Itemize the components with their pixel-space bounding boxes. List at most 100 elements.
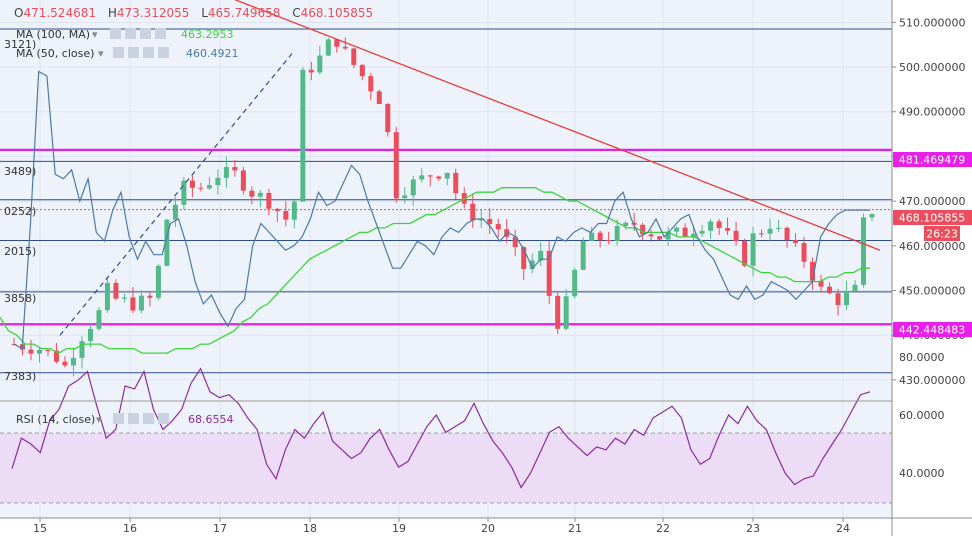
candle[interactable]	[691, 225, 697, 247]
rsi-axis[interactable]: 80.0000 60.0000 40.0000	[899, 351, 945, 480]
candle[interactable]	[223, 156, 229, 188]
plus-icon[interactable]	[143, 413, 154, 424]
candle[interactable]	[427, 174, 433, 187]
candle[interactable]	[249, 186, 255, 205]
candle[interactable]	[172, 197, 178, 227]
candle[interactable]	[699, 224, 705, 237]
candle[interactable]	[529, 253, 535, 274]
candle[interactable]	[852, 279, 858, 292]
candle[interactable]	[793, 233, 799, 247]
candle[interactable]	[215, 169, 221, 195]
candle[interactable]	[767, 218, 773, 241]
candle[interactable]	[45, 349, 51, 357]
candle[interactable]	[164, 218, 170, 267]
candle[interactable]	[96, 307, 102, 331]
plus-icon[interactable]	[140, 28, 151, 39]
candle[interactable]	[334, 39, 340, 53]
candle[interactable]	[444, 172, 450, 186]
close-icon[interactable]	[155, 28, 166, 39]
trendline[interactable]	[230, 0, 881, 251]
candle[interactable]	[776, 219, 782, 232]
candle[interactable]	[393, 126, 399, 203]
candle[interactable]	[240, 166, 246, 195]
candle[interactable]	[206, 176, 212, 190]
gear-icon[interactable]	[128, 47, 139, 58]
dashed-trendline[interactable]	[59, 53, 293, 336]
candle[interactable]	[538, 242, 544, 267]
candle[interactable]	[410, 175, 416, 206]
candle[interactable]	[657, 235, 663, 241]
candle[interactable]	[869, 213, 875, 222]
ma50-legend[interactable]: MA (50, close) ▾ 460.4921	[16, 47, 239, 60]
candle[interactable]	[470, 193, 476, 228]
candle[interactable]	[725, 217, 731, 236]
candle[interactable]	[53, 343, 59, 364]
candle[interactable]	[742, 238, 748, 268]
candle[interactable]	[113, 279, 119, 301]
rsi-legend[interactable]: RSI (14, close) ▾ 68.6554	[16, 413, 234, 426]
candle[interactable]	[546, 240, 552, 304]
candle[interactable]	[325, 37, 331, 57]
candle[interactable]	[232, 159, 238, 177]
candle[interactable]	[589, 226, 595, 242]
candle[interactable]	[835, 289, 841, 316]
time-axis[interactable]: 15 16 17 18 19 20 21 22 23 24	[33, 518, 850, 535]
candle[interactable]	[147, 291, 153, 307]
eye-icon[interactable]	[113, 47, 124, 58]
candle[interactable]	[342, 37, 348, 51]
close-icon[interactable]	[158, 47, 169, 58]
candle[interactable]	[597, 230, 603, 248]
candle[interactable]	[70, 347, 76, 377]
candle[interactable]	[759, 229, 765, 238]
candle[interactable]	[351, 47, 357, 69]
candle[interactable]	[801, 236, 807, 269]
candle[interactable]	[130, 287, 136, 314]
candle[interactable]	[359, 64, 365, 81]
candle[interactable]	[181, 176, 187, 210]
chevron-down-icon[interactable]: ▾	[98, 47, 104, 60]
plus-icon[interactable]	[143, 47, 154, 58]
candle[interactable]	[198, 182, 204, 192]
candle[interactable]	[385, 103, 391, 137]
candle[interactable]	[266, 188, 272, 216]
candle[interactable]	[376, 89, 382, 105]
candle[interactable]	[79, 336, 85, 369]
candle[interactable]	[818, 274, 824, 293]
candle[interactable]	[87, 324, 93, 348]
candle[interactable]	[555, 291, 561, 335]
candle[interactable]	[784, 226, 790, 248]
candle[interactable]	[708, 218, 714, 240]
candle[interactable]	[62, 356, 68, 368]
candle[interactable]	[674, 226, 680, 237]
candle[interactable]	[317, 45, 323, 76]
eye-icon[interactable]	[113, 413, 124, 424]
candle[interactable]	[563, 288, 569, 331]
chevron-down-icon[interactable]: ▾	[96, 413, 102, 426]
candle[interactable]	[733, 221, 739, 246]
candle[interactable]	[368, 72, 374, 101]
candle[interactable]	[614, 219, 620, 246]
candle[interactable]	[436, 175, 442, 181]
gear-icon[interactable]	[125, 28, 136, 39]
candle[interactable]	[28, 339, 34, 361]
eye-icon[interactable]	[110, 28, 121, 39]
candle[interactable]	[572, 267, 578, 299]
candle[interactable]	[580, 237, 586, 271]
candle[interactable]	[861, 213, 867, 288]
candle[interactable]	[257, 189, 263, 208]
candle[interactable]	[512, 229, 518, 257]
candle[interactable]	[521, 246, 527, 280]
candle[interactable]	[665, 226, 671, 246]
candle[interactable]	[844, 280, 850, 311]
candle[interactable]	[138, 290, 144, 314]
candle[interactable]	[487, 208, 493, 235]
chevron-down-icon[interactable]: ▾	[92, 28, 98, 41]
candle[interactable]	[283, 201, 289, 227]
candle[interactable]	[453, 168, 459, 200]
candle[interactable]	[402, 186, 408, 204]
ma100-legend[interactable]: MA (100, MA) ▾ 463.2953	[16, 28, 234, 41]
candle[interactable]	[682, 223, 688, 238]
close-icon[interactable]	[158, 413, 169, 424]
candle[interactable]	[36, 346, 42, 363]
candle[interactable]	[810, 257, 816, 290]
